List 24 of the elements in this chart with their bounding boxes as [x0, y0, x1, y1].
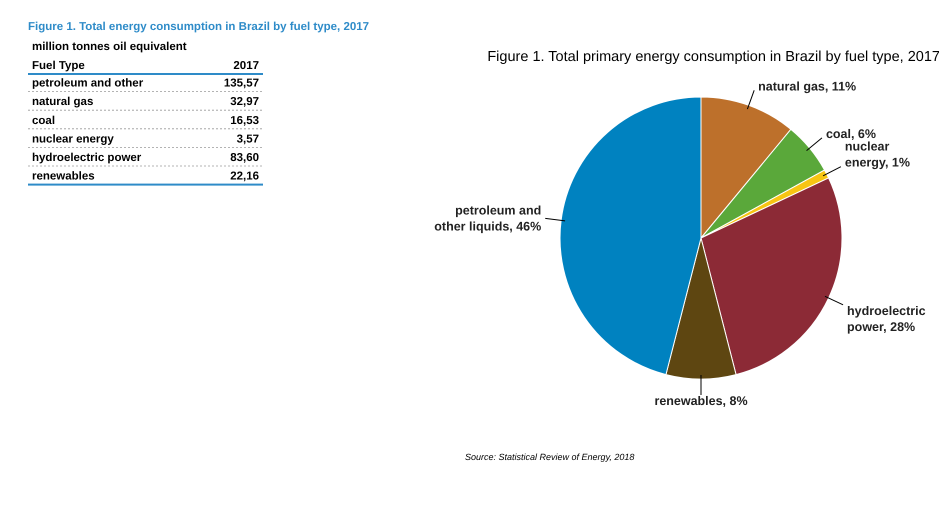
data-label: 22,16 [230, 170, 259, 183]
data-label: 83,60 [230, 152, 259, 164]
data-label: 32,97 [230, 96, 259, 108]
data-label: 3,57 [236, 133, 259, 146]
slice-label: petroleum and other liquids, 46% [434, 203, 542, 234]
text: Fuel Type [32, 60, 85, 72]
category-label: petroleum and other [32, 78, 144, 90]
slice-label: nuclear energy, 1% [844, 140, 910, 170]
chart-title: Figure 1. Total primary energy consumption in Brazil by fuel type, 2017 [487, 49, 940, 65]
category-label: coal [32, 114, 56, 127]
slice-label: natural gas, 11% [758, 79, 856, 94]
text: 2017 [233, 60, 259, 72]
slice-label: renewables, 8% [654, 394, 748, 408]
slice-label: coal, 6% [826, 126, 876, 141]
text: million tonnes oil equivalent [32, 41, 187, 53]
data-label: 135,57 [224, 78, 259, 90]
category-label: natural gas [32, 96, 94, 108]
slice-label: hydroelectric power, 28% [847, 304, 926, 334]
category-label: nuclear energy [32, 133, 114, 146]
text: Figure 1. Total energy consumption in Brazil by fuel type, 2017 [28, 21, 370, 33]
category-label: hydroelectric power [32, 152, 142, 164]
source-note: Source: Statistical Review of Energy, 2018 [465, 452, 634, 462]
data-label: 16,53 [230, 114, 259, 127]
category-label: renewables [32, 170, 95, 183]
